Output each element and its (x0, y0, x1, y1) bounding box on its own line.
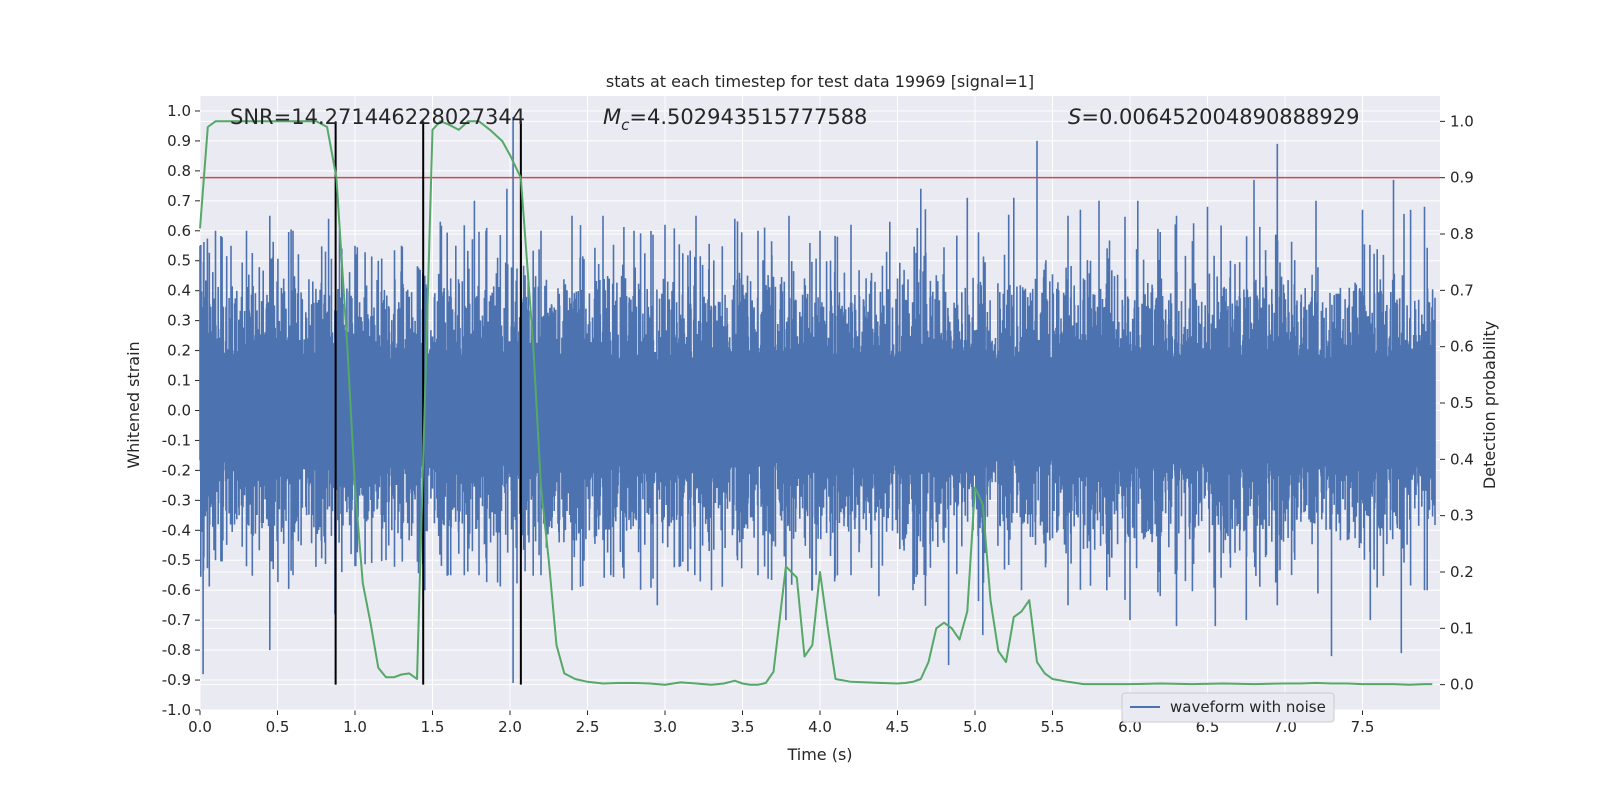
y2-tick-label: 0.9 (1450, 169, 1474, 187)
y-tick-label: 1.0 (167, 102, 191, 120)
snr-annotation: SNR=14.271446228027344 (230, 105, 525, 129)
y-tick-label: -1.0 (162, 701, 191, 719)
plot-area (199, 117, 1440, 686)
y2-axis-label: Detection probability (1480, 321, 1499, 489)
x-tick-label: 3.0 (653, 718, 677, 736)
s-annotation: S=0.006452004890888929 (1068, 105, 1359, 129)
y-tick-label: -0.2 (162, 461, 191, 479)
y-tick-label: 0.4 (167, 282, 191, 300)
x-tick-label: 5.0 (963, 718, 987, 736)
y-axis-label: Whitened strain (124, 341, 143, 468)
y-tick-label: -0.3 (162, 491, 191, 509)
y-tick-label: -0.7 (162, 611, 191, 629)
y-tick-label: 0.3 (167, 312, 191, 330)
chirp-mass-annotation: Mc=4.502943515777588 (603, 105, 867, 134)
legend-box (1121, 692, 1335, 723)
s-value: =0.006452004890888929 (1081, 105, 1359, 129)
y2-tick-label: 0.7 (1450, 281, 1474, 299)
x-axis-label: Time (s) (786, 745, 852, 764)
y2-tick-label: 0.6 (1450, 338, 1474, 356)
y-tick-label: 0.9 (167, 132, 191, 150)
chart-title: stats at each timestep for test data 199… (606, 72, 1034, 91)
chirp-mass-value: =4.502943515777588 (629, 105, 867, 129)
y-tick-label: -0.9 (162, 671, 191, 689)
y-tick-label: -0.5 (162, 551, 191, 569)
detection-probability-series (199, 120, 1433, 686)
x-tick-label: 1.5 (421, 718, 445, 736)
chirp-mass-subscript: c (621, 116, 630, 134)
x-tick-label: 1.0 (343, 718, 367, 736)
y-tick-label: 0.0 (167, 401, 191, 419)
legend: waveform with noise (1121, 692, 1335, 723)
x-tick-label: 2.5 (576, 718, 600, 736)
y-tick-label: -0.6 (162, 581, 191, 599)
x-tick-label: 3.5 (731, 718, 755, 736)
x-tick-label: 2.0 (498, 718, 522, 736)
x-tick-label: 5.5 (1041, 718, 1065, 736)
y2-tick-labels: 0.0 0.1 0.2 0.3 0.4 0.5 0.6 0.7 0.8 0.9 1.0 (1450, 112, 1474, 693)
y2-tick-label: 0.8 (1450, 225, 1474, 243)
waveform-series (199, 117, 1436, 683)
y-tick-label: 0.5 (167, 252, 191, 270)
y2-tick-label: 1.0 (1450, 112, 1474, 130)
y-tick-labels: -1.0 -0.9 -0.8 -0.7 -0.6 -0.5 -0.4 -0.3 -0.2 -0.1… (162, 102, 191, 719)
y-tick-label: -0.8 (162, 641, 191, 659)
x-tick-label: 4.0 (808, 718, 832, 736)
x-tick-label: 4.5 (886, 718, 910, 736)
x-tick-label: 0.0 (188, 718, 212, 736)
y2-tick-label: 0.0 (1450, 676, 1474, 694)
y-tick-label: 0.7 (167, 192, 191, 210)
y2-tick-label: 0.3 (1450, 507, 1474, 525)
y2-tick-label: 0.4 (1450, 450, 1474, 468)
y-tick-label: -0.4 (162, 521, 191, 539)
legend-label: waveform with noise (1170, 698, 1326, 716)
x-tick-label: 7.5 (1351, 718, 1375, 736)
y2-tick-label: 0.1 (1450, 619, 1474, 637)
y2-tick-label: 0.5 (1450, 394, 1474, 412)
s-symbol: S (1068, 105, 1081, 129)
y2-tick-label: 0.2 (1450, 563, 1474, 581)
y-tick-label: -0.1 (162, 431, 191, 449)
y-tick-label: 0.2 (167, 342, 191, 360)
x-tick-label: 0.5 (266, 718, 290, 736)
y-tick-label: 0.6 (167, 222, 191, 240)
y-tick-label: 0.8 (167, 162, 191, 180)
chirp-mass-symbol: M (603, 105, 621, 129)
y-tick-label: 0.1 (167, 372, 191, 390)
